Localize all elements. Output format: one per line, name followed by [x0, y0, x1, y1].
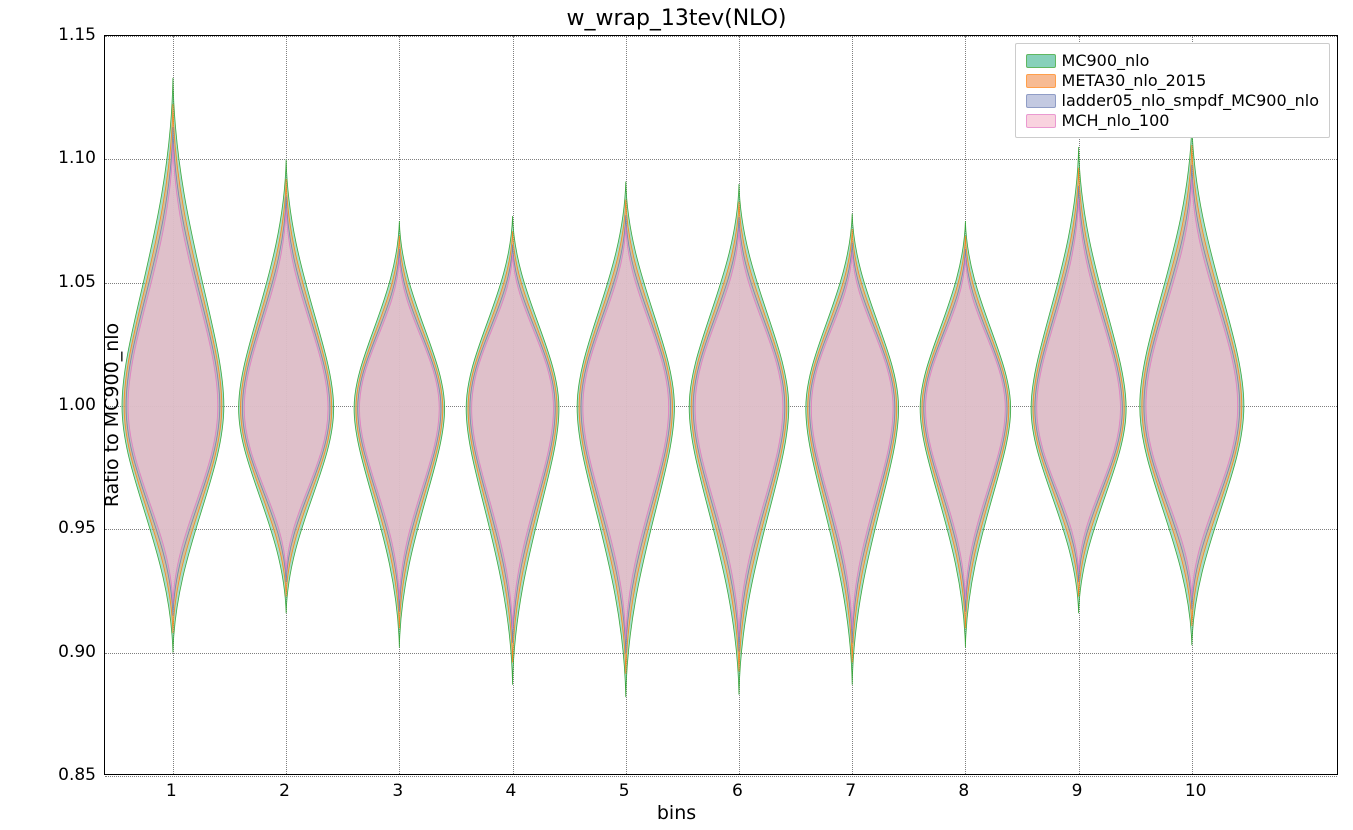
violin-shape [583, 226, 669, 638]
violin-shape [244, 209, 328, 572]
violin-shape [1037, 199, 1121, 572]
x-tick-label: 6 [732, 781, 743, 801]
legend-swatch [1026, 114, 1056, 128]
grid-line-horizontal [105, 776, 1337, 777]
y-tick-label: 1.15 [58, 25, 96, 45]
legend-label: MCH_nlo_100 [1062, 111, 1170, 130]
chart-container: w_wrap_13tev(NLO) Ratio to MC900_nlo bin… [0, 0, 1353, 830]
y-tick-label: 0.95 [58, 518, 96, 538]
x-axis-label: bins [657, 802, 696, 824]
x-tick-label: 5 [619, 781, 630, 801]
legend-item: MCH_nlo_100 [1026, 111, 1319, 130]
y-tick-label: 0.90 [58, 642, 96, 662]
x-tick-label: 9 [1072, 781, 1083, 801]
x-tick-label: 7 [845, 781, 856, 801]
plot-area [104, 35, 1338, 775]
legend-swatch [1026, 94, 1056, 108]
x-tick-label: 1 [166, 781, 177, 801]
x-tick-label: 4 [506, 781, 517, 801]
y-axis-label: Ratio to MC900_nlo [101, 323, 123, 507]
legend-label: ladder05_nlo_smpdf_MC900_nlo [1062, 91, 1319, 110]
x-tick-label: 2 [279, 781, 290, 801]
violin-shape [926, 258, 1006, 599]
legend-swatch [1026, 74, 1056, 88]
y-tick-label: 0.85 [58, 765, 96, 785]
x-tick-label: 3 [392, 781, 403, 801]
violin-shape [128, 144, 218, 604]
legend-label: MC900_nlo [1062, 51, 1150, 70]
legend-label: META30_nlo_2015 [1062, 71, 1207, 90]
y-tick-label: 1.10 [58, 148, 96, 168]
y-tick-label: 1.00 [58, 395, 96, 415]
violin-shape [1146, 179, 1238, 597]
x-tick-label: 8 [958, 781, 969, 801]
legend-item: META30_nlo_2015 [1026, 71, 1319, 90]
legend-swatch [1026, 54, 1056, 68]
legend: MC900_nloMETA30_nlo_2015ladder05_nlo_smp… [1015, 43, 1330, 138]
violin-shape [359, 258, 439, 599]
violin-shape [695, 228, 783, 636]
violins-svg [105, 36, 1339, 776]
y-tick-label: 1.05 [58, 272, 96, 292]
x-tick-label: 10 [1185, 781, 1207, 801]
violin-shape [811, 252, 893, 629]
violin-shape [472, 254, 554, 629]
chart-title: w_wrap_13tev(NLO) [0, 6, 1353, 31]
legend-item: ladder05_nlo_smpdf_MC900_nlo [1026, 91, 1319, 110]
legend-item: MC900_nlo [1026, 51, 1319, 70]
